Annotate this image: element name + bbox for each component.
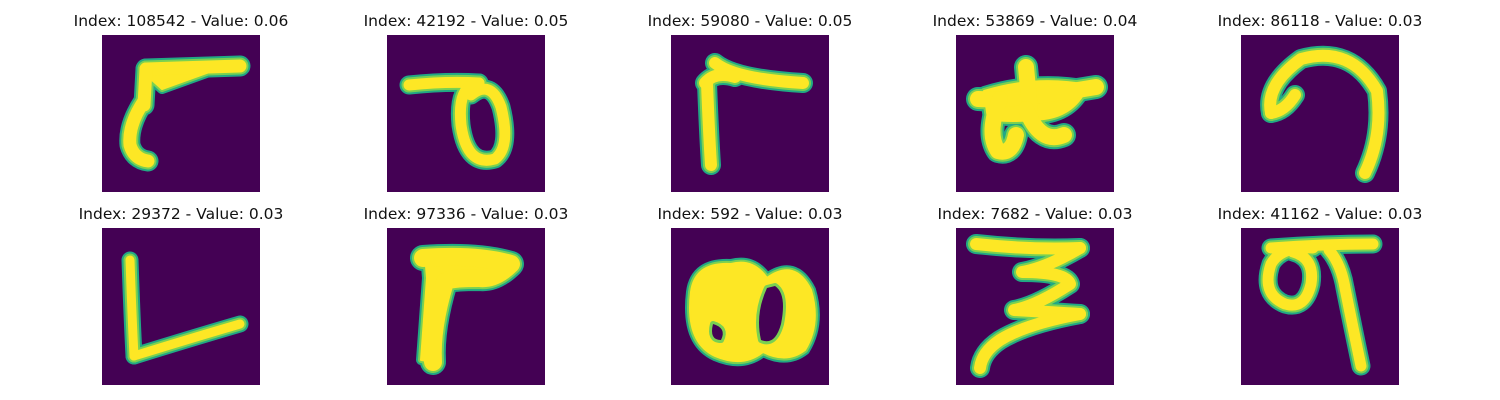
glyph-image [102,228,260,385]
glyph-image [671,35,829,192]
glyph-image [956,35,1114,192]
sample-title: Index: 41162 - Value: 0.03 [1217,205,1423,223]
stroke-shape-6 [121,251,249,365]
glyph-image [956,228,1114,385]
glyph-image [387,35,545,192]
stroke-shape-8 [685,257,820,367]
stroke-shape-4 [966,55,1108,164]
sample-cell: Index: 53869 - Value: 0.04 [885,0,1185,193]
sample-cell: Index: 86118 - Value: 0.03 [1170,0,1470,193]
sample-title: Index: 592 - Value: 0.03 [657,205,843,223]
sample-cell: Index: 29372 - Value: 0.03 [31,193,331,386]
sample-title: Index: 86118 - Value: 0.03 [1217,12,1423,30]
sample-title: Index: 53869 - Value: 0.04 [932,12,1138,30]
sample-cell: Index: 7682 - Value: 0.03 [885,193,1185,386]
sample-cell: Index: 108542 - Value: 0.06 [31,0,331,193]
sample-cell: Index: 59080 - Value: 0.05 [600,0,900,193]
stroke-shape-7 [410,243,524,375]
glyph-image [1241,228,1399,385]
sample-title: Index: 42192 - Value: 0.05 [363,12,569,30]
sample-title: Index: 59080 - Value: 0.05 [647,12,853,30]
glyph-image [387,228,545,385]
sample-title: Index: 108542 - Value: 0.06 [73,12,289,30]
sample-cell: Index: 97336 - Value: 0.03 [316,193,616,386]
glyph-image [1241,35,1399,192]
stroke-shape-5 [1260,45,1389,183]
stroke-shape-1 [119,55,251,172]
glyph-image [102,35,260,192]
sample-cell: Index: 41162 - Value: 0.03 [1170,193,1470,386]
sample-cell: Index: 592 - Value: 0.03 [600,193,900,386]
stroke-shape-9 [966,234,1090,378]
sample-title: Index: 29372 - Value: 0.03 [78,205,284,223]
stroke-shape-3 [695,53,813,175]
stroke-shape-10 [1258,234,1383,376]
sample-title: Index: 97336 - Value: 0.03 [363,205,569,223]
sample-cell: Index: 42192 - Value: 0.05 [316,0,616,193]
sample-title: Index: 7682 - Value: 0.03 [937,205,1133,223]
glyph-image [671,228,829,385]
stroke-shape-2 [399,72,515,170]
